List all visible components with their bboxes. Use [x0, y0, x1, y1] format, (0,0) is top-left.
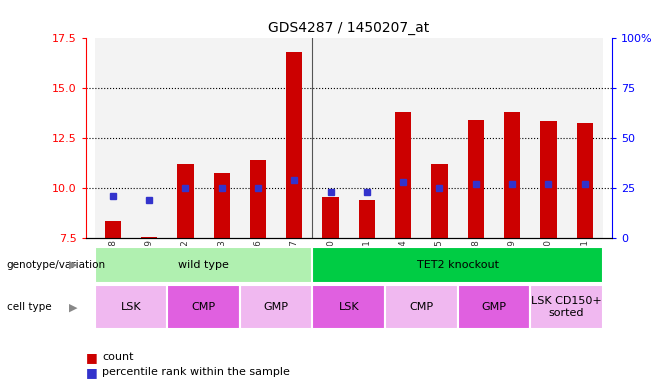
Bar: [349, 38, 385, 238]
Bar: [105, 221, 121, 238]
Bar: [421, 38, 458, 238]
Text: count: count: [102, 352, 134, 362]
Text: CMP: CMP: [191, 302, 216, 312]
Bar: [313, 38, 349, 238]
Bar: [167, 38, 203, 238]
Bar: [177, 164, 193, 238]
Bar: [359, 200, 375, 238]
Bar: [95, 38, 131, 238]
Bar: [286, 52, 303, 238]
Bar: [131, 38, 167, 238]
Bar: [504, 112, 520, 238]
Bar: [322, 197, 339, 238]
Bar: [313, 247, 603, 283]
Bar: [240, 285, 313, 329]
Bar: [530, 38, 567, 238]
Bar: [167, 285, 240, 329]
Text: cell type: cell type: [7, 302, 51, 312]
Bar: [213, 173, 230, 238]
Text: ▶: ▶: [69, 260, 78, 270]
Bar: [250, 160, 266, 238]
Text: GMP: GMP: [264, 302, 289, 312]
Bar: [458, 285, 530, 329]
Text: ▶: ▶: [69, 302, 78, 312]
Bar: [95, 247, 313, 283]
Text: CMP: CMP: [409, 302, 434, 312]
Text: wild type: wild type: [178, 260, 229, 270]
Bar: [385, 38, 421, 238]
Bar: [395, 112, 411, 238]
Bar: [567, 38, 603, 238]
Bar: [458, 38, 494, 238]
Bar: [540, 121, 557, 238]
Bar: [494, 38, 530, 238]
Text: ■: ■: [86, 351, 97, 364]
Bar: [530, 285, 603, 329]
Bar: [95, 285, 167, 329]
Bar: [468, 120, 484, 238]
Bar: [385, 285, 458, 329]
Bar: [576, 123, 593, 238]
Bar: [276, 38, 313, 238]
Bar: [313, 285, 385, 329]
Bar: [141, 237, 157, 238]
Text: TET2 knockout: TET2 knockout: [417, 260, 499, 270]
Text: LSK: LSK: [338, 302, 359, 312]
Bar: [240, 38, 276, 238]
Text: ■: ■: [86, 366, 97, 379]
Text: GMP: GMP: [482, 302, 507, 312]
Bar: [203, 38, 240, 238]
Title: GDS4287 / 1450207_at: GDS4287 / 1450207_at: [268, 21, 430, 35]
Text: LSK: LSK: [120, 302, 141, 312]
Bar: [432, 164, 447, 238]
Text: genotype/variation: genotype/variation: [7, 260, 106, 270]
Text: LSK CD150+
sorted: LSK CD150+ sorted: [531, 296, 602, 318]
Text: percentile rank within the sample: percentile rank within the sample: [102, 367, 290, 377]
